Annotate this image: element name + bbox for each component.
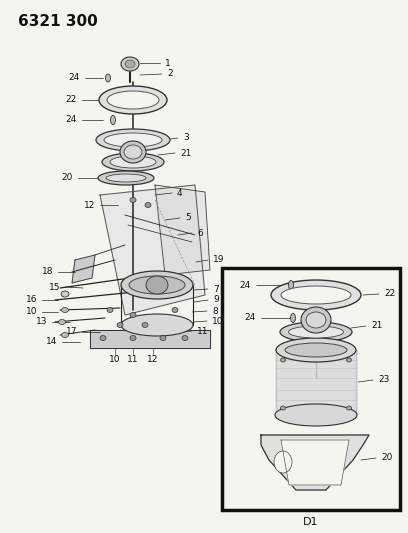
Polygon shape (100, 185, 205, 315)
Ellipse shape (301, 307, 331, 333)
Text: 24: 24 (66, 116, 77, 125)
Ellipse shape (182, 335, 188, 341)
Polygon shape (281, 440, 349, 485)
Ellipse shape (346, 406, 352, 410)
Ellipse shape (142, 322, 148, 327)
Ellipse shape (130, 335, 136, 341)
Ellipse shape (107, 308, 113, 312)
Ellipse shape (117, 322, 123, 327)
Ellipse shape (290, 313, 295, 322)
Ellipse shape (285, 343, 347, 357)
Text: 24: 24 (69, 74, 80, 83)
Text: 24: 24 (240, 280, 251, 289)
Ellipse shape (62, 333, 69, 337)
Polygon shape (72, 255, 95, 283)
Text: 8: 8 (212, 306, 218, 316)
Ellipse shape (102, 153, 164, 171)
Ellipse shape (146, 276, 168, 294)
Text: 2: 2 (167, 69, 173, 78)
Ellipse shape (288, 326, 344, 338)
Ellipse shape (107, 91, 159, 109)
Ellipse shape (275, 404, 357, 426)
Text: 7: 7 (213, 285, 219, 294)
Ellipse shape (121, 271, 193, 299)
Ellipse shape (280, 322, 352, 342)
Ellipse shape (61, 291, 69, 297)
Text: D1: D1 (303, 517, 319, 527)
Text: 5: 5 (185, 214, 191, 222)
Ellipse shape (346, 358, 352, 362)
Text: 15: 15 (49, 282, 60, 292)
Text: 19: 19 (213, 255, 224, 264)
Ellipse shape (98, 171, 154, 185)
Ellipse shape (130, 198, 136, 203)
Ellipse shape (145, 203, 151, 207)
Ellipse shape (121, 314, 193, 336)
Ellipse shape (271, 280, 361, 310)
Ellipse shape (110, 156, 156, 168)
Text: 6: 6 (197, 229, 203, 238)
Text: 6321 300: 6321 300 (18, 14, 98, 29)
Ellipse shape (104, 133, 162, 147)
Text: 1: 1 (165, 59, 171, 68)
Ellipse shape (62, 308, 69, 312)
Text: 17: 17 (66, 327, 77, 336)
Text: 16: 16 (25, 295, 37, 304)
Ellipse shape (96, 129, 170, 151)
Text: 20: 20 (381, 454, 392, 463)
Ellipse shape (125, 60, 135, 68)
Text: 10: 10 (212, 317, 224, 326)
Ellipse shape (106, 174, 146, 182)
Text: 12: 12 (147, 356, 159, 365)
Text: 10: 10 (25, 308, 37, 317)
Ellipse shape (306, 312, 326, 328)
Ellipse shape (274, 451, 292, 473)
Text: 4: 4 (177, 189, 183, 198)
Polygon shape (261, 435, 369, 490)
Text: 23: 23 (378, 376, 389, 384)
Ellipse shape (160, 335, 166, 341)
Ellipse shape (99, 86, 167, 114)
Text: 11: 11 (127, 356, 139, 365)
Ellipse shape (100, 335, 106, 341)
Text: 12: 12 (84, 200, 95, 209)
Text: 9: 9 (213, 295, 219, 304)
Polygon shape (155, 185, 210, 275)
Text: 22: 22 (384, 289, 395, 298)
Text: 18: 18 (42, 268, 53, 277)
Polygon shape (276, 350, 356, 415)
Text: 11: 11 (197, 327, 208, 335)
Ellipse shape (58, 319, 66, 325)
Ellipse shape (106, 74, 111, 82)
Ellipse shape (281, 286, 351, 304)
Ellipse shape (124, 145, 142, 159)
Text: 3: 3 (183, 133, 189, 142)
Text: 14: 14 (46, 337, 57, 346)
Text: 21: 21 (371, 321, 382, 330)
Ellipse shape (111, 116, 115, 125)
Ellipse shape (276, 338, 356, 362)
Ellipse shape (281, 358, 286, 362)
Text: 13: 13 (35, 318, 47, 327)
Ellipse shape (172, 308, 178, 312)
Text: 20: 20 (62, 174, 73, 182)
Text: 10: 10 (109, 356, 121, 365)
Text: 21: 21 (180, 149, 191, 157)
Ellipse shape (130, 312, 136, 318)
Polygon shape (90, 330, 210, 348)
Text: 24: 24 (245, 313, 256, 322)
Text: 22: 22 (66, 95, 77, 104)
Bar (222, 268, 400, 510)
Ellipse shape (121, 57, 139, 71)
Ellipse shape (129, 276, 185, 294)
Ellipse shape (288, 280, 293, 289)
Ellipse shape (281, 406, 286, 410)
Ellipse shape (120, 141, 146, 163)
